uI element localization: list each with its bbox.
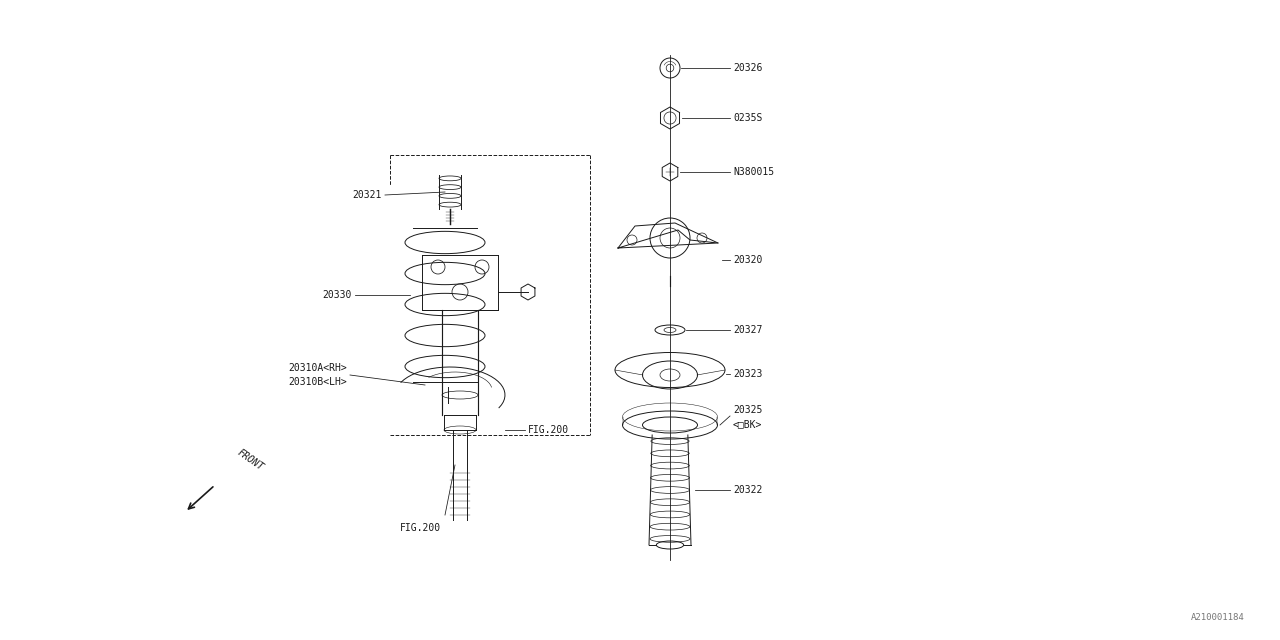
Text: 20310A<RH>: 20310A<RH>	[288, 363, 347, 373]
Text: A210001184: A210001184	[1192, 613, 1245, 622]
Text: 20321: 20321	[352, 190, 381, 200]
Text: N380015: N380015	[733, 167, 774, 177]
Text: 0235S: 0235S	[733, 113, 763, 123]
Text: FIG.200: FIG.200	[529, 425, 570, 435]
Text: FIG.200: FIG.200	[399, 523, 440, 533]
Text: 20323: 20323	[733, 369, 763, 379]
Text: 20320: 20320	[733, 255, 763, 265]
Text: <□BK>: <□BK>	[733, 419, 763, 429]
Text: 20310B<LH>: 20310B<LH>	[288, 377, 347, 387]
Text: 20330: 20330	[323, 290, 352, 300]
Text: FRONT: FRONT	[236, 447, 265, 472]
Text: 20327: 20327	[733, 325, 763, 335]
Text: 20322: 20322	[733, 485, 763, 495]
Text: 20326: 20326	[733, 63, 763, 73]
Text: 20325: 20325	[733, 405, 763, 415]
